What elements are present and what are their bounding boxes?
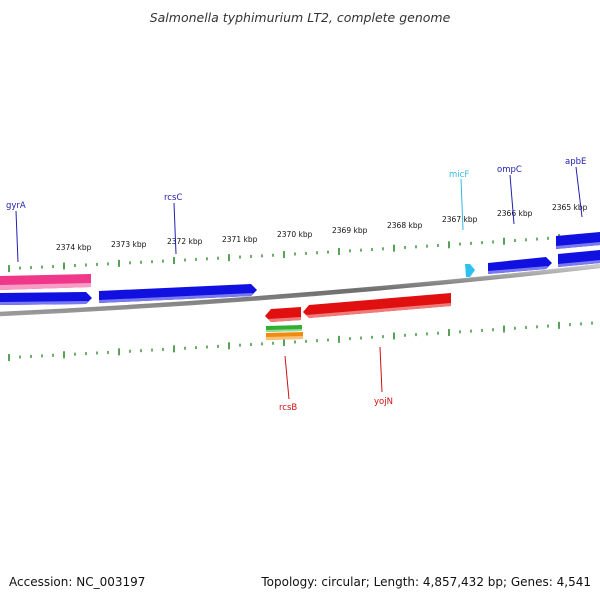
gene-feature-micF[interactable] bbox=[465, 264, 475, 277]
scale-labels: 2374 kbp 2373 kbp 2372 kbp 2371 kbp 2370… bbox=[56, 203, 588, 252]
inner-tick-ring bbox=[8, 321, 593, 362]
gene-label-apbE[interactable]: apbE bbox=[565, 157, 586, 167]
gene-label-yojN[interactable]: yojN bbox=[374, 397, 393, 407]
callout-line-ompC bbox=[509, 174, 515, 225]
callout-line-apbE bbox=[575, 166, 583, 218]
genome-summary-text: Topology: circular; Length: 4,857,432 bp… bbox=[261, 575, 591, 589]
scale-label-2370: 2370 kbp bbox=[277, 230, 313, 239]
reverse-strand-genes bbox=[265, 293, 451, 340]
scale-label-2367: 2367 kbp bbox=[442, 215, 478, 224]
scale-label-2371: 2371 kbp bbox=[222, 235, 258, 244]
gene-label-micF[interactable]: micF bbox=[449, 170, 469, 180]
scale-label-2374: 2374 kbp bbox=[56, 243, 92, 252]
genome-backbone bbox=[0, 263, 600, 317]
scale-label-2368: 2368 kbp bbox=[387, 221, 423, 230]
scale-label-2366: 2366 kbp bbox=[497, 209, 533, 218]
gene-label-ompC[interactable]: ompC bbox=[497, 165, 522, 175]
gene-labels: gyrA rcsC micF ompC apbE rcsB yojN bbox=[6, 157, 586, 413]
scale-label-2365: 2365 kbp bbox=[552, 203, 588, 212]
scale-label-2369: 2369 kbp bbox=[332, 226, 368, 235]
callout-line-yojN bbox=[379, 346, 383, 393]
callout-line-gyrA bbox=[15, 210, 19, 263]
gene-feature-yojN[interactable] bbox=[303, 293, 451, 318]
accession-text: Accession: NC_003197 bbox=[9, 575, 146, 589]
callout-line-rcsC bbox=[173, 202, 177, 255]
gene-callout-lines bbox=[15, 166, 583, 400]
gene-label-gyrA[interactable]: gyrA bbox=[6, 201, 26, 211]
callout-line-rcsB bbox=[284, 355, 290, 400]
forward-strand-genes bbox=[0, 232, 600, 305]
outer-tick-ring bbox=[8, 233, 593, 273]
gene-label-rcsC[interactable]: rcsC bbox=[164, 193, 182, 203]
scale-label-2372: 2372 kbp bbox=[167, 237, 203, 246]
map-title: Salmonella typhimurium LT2, complete gen… bbox=[149, 10, 451, 25]
scale-label-2373: 2373 kbp bbox=[111, 240, 147, 249]
callout-line-micF bbox=[460, 178, 464, 231]
gene-label-rcsB[interactable]: rcsB bbox=[279, 403, 297, 413]
